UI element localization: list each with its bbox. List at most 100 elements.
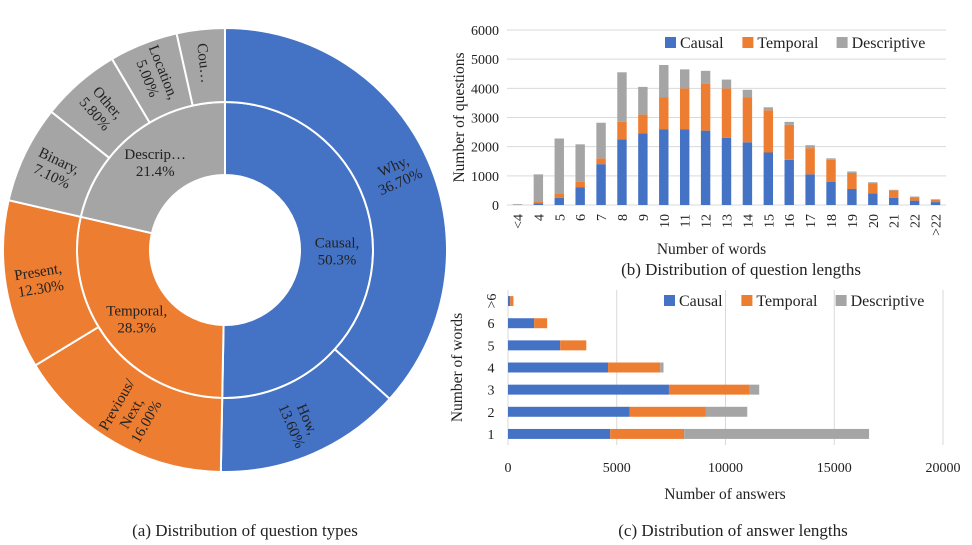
bar-temporal <box>805 148 815 175</box>
x-tick-label: 4 <box>532 214 547 221</box>
legend-label: Descriptive <box>851 293 925 310</box>
bar-causal <box>847 188 857 205</box>
bar-descriptive <box>889 189 899 191</box>
bar-descriptive <box>679 69 690 89</box>
y-tick-label: 4000 <box>471 82 499 97</box>
x-tick-label: 11 <box>679 214 694 227</box>
inner-label: Temporal, 28.3% <box>106 303 167 336</box>
bar-temporal <box>826 159 836 182</box>
bar-causal <box>533 203 544 205</box>
y-tick-label: 2 <box>488 406 495 421</box>
bar-causal <box>617 139 627 205</box>
bar-descriptive <box>705 406 748 417</box>
bar-temporal <box>533 201 544 204</box>
y-tick-label: 1000 <box>471 170 499 185</box>
bar-temporal <box>534 318 548 329</box>
x-tick-label: 8 <box>616 214 631 221</box>
x-tick-label: 13 <box>721 214 736 228</box>
bar-causal <box>889 197 899 205</box>
bar-causal <box>909 200 920 205</box>
y-tick-label: 5 <box>488 339 495 354</box>
bar-descriptive <box>847 171 857 173</box>
x-tick-label: 19 <box>846 214 861 228</box>
x-tick-label: 10000 <box>708 461 743 476</box>
bar-temporal <box>679 88 690 130</box>
y-tick-label: 2000 <box>471 141 499 156</box>
bar-temporal <box>763 110 774 153</box>
legend-label: Temporal <box>757 35 819 52</box>
x-tick-label: 6 <box>574 214 589 221</box>
bar-causal <box>826 181 836 205</box>
x-tick-label: 16 <box>783 214 798 228</box>
x-tick-label: 15000 <box>817 461 852 476</box>
bar-descriptive <box>826 158 836 160</box>
x-tick-label: 17 <box>804 214 819 228</box>
bar-causal <box>508 384 669 395</box>
bar-descriptive <box>684 428 870 439</box>
bar-descriptive <box>763 107 774 111</box>
bar-descriptive <box>512 204 523 205</box>
bar-descriptive <box>596 122 606 159</box>
bar-causal <box>930 202 941 205</box>
answer-length-chart: 0 5000 10000 15000 20000 1 2 3 4 5 6 >6 Number of an… <box>449 290 961 503</box>
x-tick-label: 15 <box>762 214 777 228</box>
bar-temporal <box>554 193 564 198</box>
bar-descriptive <box>868 182 878 184</box>
x-tick-label: 14 <box>741 214 756 228</box>
bar-causal <box>508 362 609 373</box>
bar-temporal <box>889 190 899 198</box>
outer-label: Cou… <box>193 42 213 84</box>
y-tick-label: 4 <box>488 362 495 377</box>
legend-swatch <box>665 37 676 48</box>
bar-descriptive <box>930 199 941 200</box>
bar-temporal <box>668 384 750 395</box>
legend-swatch <box>664 295 675 306</box>
bar-temporal <box>909 197 920 201</box>
legend-label: Descriptive <box>852 35 926 52</box>
bar-causal <box>868 193 878 205</box>
legend-label: Temporal <box>756 293 818 310</box>
x-tick-label: 20000 <box>926 461 961 476</box>
bar-descriptive <box>749 384 760 395</box>
bar-temporal <box>930 199 941 203</box>
bar-causal <box>679 129 690 205</box>
y-tick-label: 3000 <box>471 112 499 127</box>
x-tick-label: 5 <box>553 214 568 221</box>
legend-swatch <box>741 295 753 306</box>
bar-descriptive <box>909 196 920 198</box>
bar-temporal <box>617 121 627 140</box>
bar-causal <box>784 159 794 205</box>
bar-descriptive <box>700 70 711 84</box>
legend-label: Causal <box>679 293 723 310</box>
bar-temporal <box>629 406 706 417</box>
bar-temporal <box>868 183 878 194</box>
caption-c: (c) Distribution of answer lengths <box>618 521 847 540</box>
y-tick-label: 6000 <box>471 24 499 39</box>
bar-descriptive <box>784 121 794 125</box>
bar-descriptive <box>554 138 564 194</box>
x-tick-label: 7 <box>595 214 610 221</box>
y-tick-label: 1 <box>488 428 495 443</box>
legend-swatch <box>742 37 754 48</box>
x-tick-label: <4 <box>511 214 526 229</box>
bar-causal <box>659 129 669 205</box>
y-axis-title: Number of questions <box>451 52 468 182</box>
x-tick-label: >22 <box>930 214 945 236</box>
bar-causal <box>638 133 648 205</box>
caption-b: (b) Distribution of question lengths <box>621 260 861 279</box>
bar-causal <box>721 137 732 205</box>
bar-causal <box>763 152 774 205</box>
legend-swatch <box>836 37 848 48</box>
question-length-chart: 0 1000 2000 3000 4000 5000 6000 <4 4 5 6 7 8 9 10 11 12 1… <box>451 24 946 258</box>
x-tick-label: 0 <box>505 461 512 476</box>
outer-label: Present,12.30% <box>13 261 66 301</box>
x-tick-label: 10 <box>658 214 673 228</box>
bar-temporal <box>700 83 711 131</box>
bar-causal <box>596 164 606 205</box>
x-tick-label: 9 <box>637 214 652 221</box>
bar-temporal <box>847 172 857 189</box>
bar-causal <box>508 340 561 351</box>
x-axis-title: Number of words <box>657 241 766 258</box>
bar-temporal <box>659 97 669 130</box>
x-tick-label: 20 <box>867 214 882 228</box>
